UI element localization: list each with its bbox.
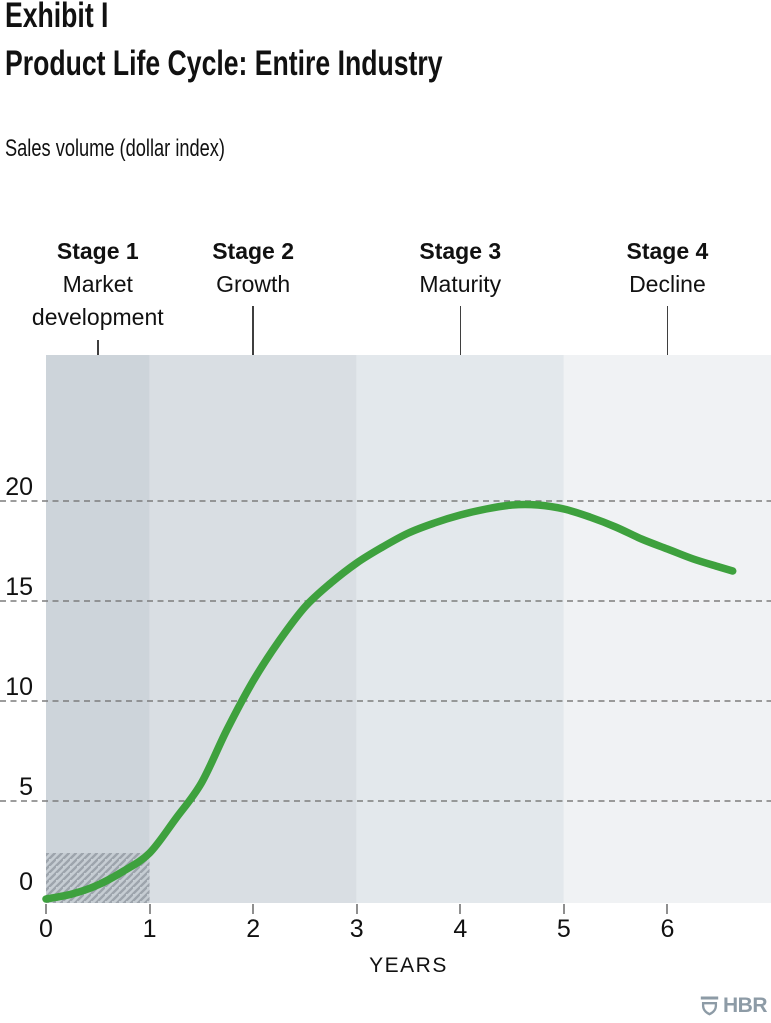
plot-area <box>0 355 771 903</box>
x-tick-4 <box>459 904 462 914</box>
y-axis-title: Sales volume (dollar index) <box>5 135 225 162</box>
x-tick-label-2: 2 <box>246 915 261 943</box>
sales-curve <box>42 500 737 903</box>
stage-label-group-4: Stage 4 Decline <box>577 235 757 301</box>
stage-connector-line-1 <box>97 340 99 366</box>
stage-band-1 <box>46 355 150 903</box>
x-axis-label-years: YEARS <box>369 954 448 977</box>
stage-label: Stage 1 <box>56 238 139 264</box>
stage-label: Stage 4 <box>626 238 709 264</box>
stage-label-group-2: Stage 2 Growth <box>163 235 343 301</box>
y-tick-label-15: 15 <box>5 573 33 601</box>
x-tick-label-3: 3 <box>349 915 364 943</box>
title-line-2: Product Life Cycle: Entire Industry <box>5 44 443 83</box>
y-tick-label-20: 20 <box>5 473 33 501</box>
stage-connector-line-3 <box>459 306 462 366</box>
stage-band-3 <box>356 355 564 903</box>
hbr-shield-icon <box>700 996 719 1015</box>
x-tick-label-5: 5 <box>556 915 571 943</box>
hbr-logo-text: HBR <box>723 994 768 1017</box>
stage-connector-line-4 <box>666 306 669 366</box>
stage-sublabel: Growth <box>216 271 291 297</box>
stage-label-group-1: Stage 1 Market development <box>8 235 188 334</box>
stage-sublabel: Decline <box>629 271 706 297</box>
y-tick-label-5: 5 <box>19 773 33 801</box>
stage-label: Stage 3 <box>419 238 502 264</box>
stage-label-group-3: Stage 3 Maturity <box>370 235 550 301</box>
stage-sublabel: Market development <box>31 271 164 330</box>
title-line-1: Exhibit I <box>5 0 109 35</box>
stage-label: Stage 2 <box>212 238 295 264</box>
x-tick-label-4: 4 <box>453 915 468 943</box>
hbr-logo: HBR <box>700 994 768 1018</box>
x-tick-1 <box>148 904 151 914</box>
y-tick-label-0: 0 <box>19 868 33 896</box>
stage-sublabel: Maturity <box>419 271 502 297</box>
x-tick-3 <box>355 904 358 914</box>
x-tick-label-6: 6 <box>660 915 675 943</box>
stage-band-2 <box>149 355 357 903</box>
y-tick-label-10: 10 <box>5 673 33 701</box>
stage-connector-line-2 <box>252 306 254 366</box>
exhibit-title: Exhibit I Product Life Cycle: Entire Ind… <box>5 0 442 88</box>
stage-band-4 <box>563 355 771 903</box>
x-tick-6 <box>666 904 669 914</box>
x-tick-0 <box>45 904 47 914</box>
x-tick-label-1: 1 <box>142 915 157 943</box>
x-tick-2 <box>252 904 255 914</box>
x-tick-5 <box>562 904 565 914</box>
x-tick-label-0: 0 <box>39 915 53 943</box>
